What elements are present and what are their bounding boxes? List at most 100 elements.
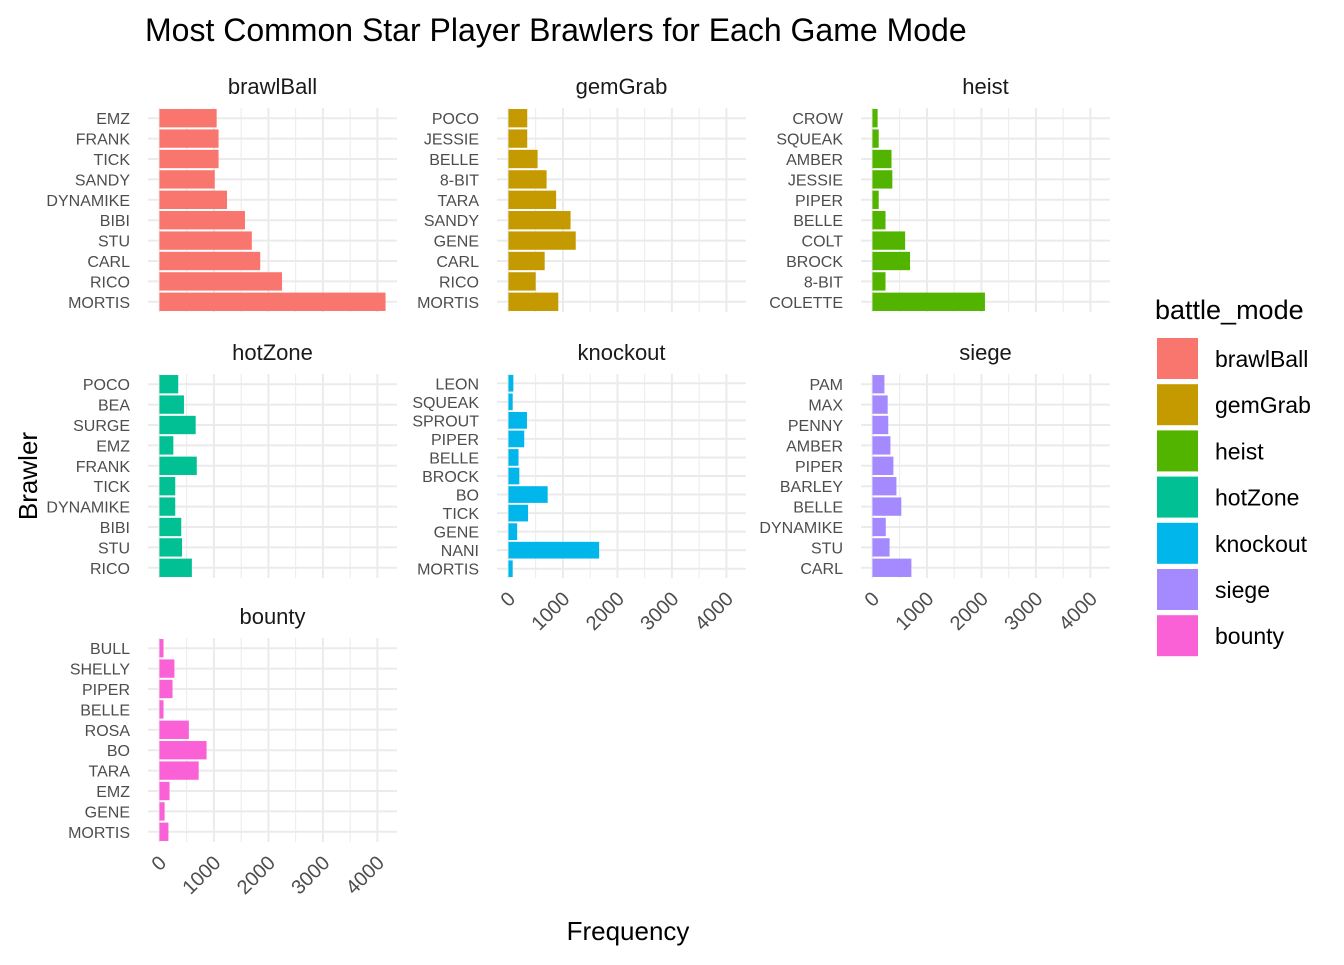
y-tick-label: STU [811,540,843,557]
y-tick-label: MORTIS [68,295,130,312]
bar-brawlBall-MORTIS [159,292,386,311]
bar-gemGrab-SANDY [508,211,571,230]
y-tick-label: RICO [90,561,130,578]
panel-siege: siege PAM MAX PENNY AMBER PIPER BARLEY BELLE DYN… [759,340,1110,635]
bar-hotZone-POCO [159,375,179,394]
y-tick-label: SANDY [424,213,479,230]
legend-key-siege [1157,569,1198,610]
x-tick-label: 0 [861,588,884,611]
legend: battle_mode brawlBall gemGrab heist hotZone… [1155,295,1311,657]
bar-gemGrab-JESSIE [508,129,528,148]
bar-siege-DYNAMIKE [872,517,886,537]
y-tick-label: SANDY [75,172,130,189]
bar-hotZone-BEA [159,395,184,414]
y-tick-label: 8-BIT [804,274,843,291]
bar-heist-8-BIT [872,272,886,291]
panel-strip-label: knockout [577,340,665,365]
bar-knockout-BO [508,486,548,503]
bar-bounty-BULL [159,639,164,658]
bar-hotZone-EMZ [159,436,174,455]
y-tick-label: LEON [435,376,479,393]
y-tick-label: BELLE [793,213,843,230]
bar-knockout-TICK [508,504,529,522]
y-tick-label: BELLE [793,500,843,517]
x-tick-label: 1000 [527,588,574,635]
x-tick-label: 0 [148,852,171,875]
y-tick-label: MORTIS [68,825,130,842]
panel-strip-label: bounty [239,604,305,629]
y-tick-label: RICO [439,274,479,291]
bar-knockout-GENE [508,523,518,540]
y-tick-label: AMBER [786,438,843,455]
bar-brawlBall-FRANK [159,129,219,148]
panel-strip-label: heist [962,74,1008,99]
x-tick-label: 4000 [1055,588,1102,635]
y-tick-label: PENNY [788,418,843,435]
bar-brawlBall-BIBI [159,211,245,230]
legend-label: hotZone [1215,485,1299,511]
legend-label: heist [1215,438,1264,464]
y-tick-label: BULL [90,641,130,658]
bar-brawlBall-STU [159,231,252,250]
y-tick-label: MORTIS [417,295,479,312]
x-tick-label: 4000 [691,588,738,635]
bar-hotZone-FRANK [159,456,197,475]
y-tick-label: TARA [438,193,480,210]
bar-knockout-BELLE [508,449,519,466]
panel-brawlBall: brawlBall EMZ FRANK TICK SANDY DYNAMIKE BIBI ST… [46,74,397,312]
y-tick-label: CROW [792,111,844,128]
bar-gemGrab-8-BIT [508,170,547,189]
bar-heist-COLT [872,231,906,250]
y-tick-label: EMZ [96,111,130,128]
bar-bounty-GENE [159,802,165,821]
bar-hotZone-RICO [159,558,192,577]
bar-siege-CARL [872,558,912,577]
facet-panels: brawlBall EMZ FRANK TICK SANDY DYNAMIKE BIBI ST… [46,74,1110,899]
bar-hotZone-DYNAMIKE [159,497,176,516]
y-tick-label: BROCK [786,254,843,271]
bar-brawlBall-DYNAMIKE [159,190,228,209]
legend-label: brawlBall [1215,346,1308,372]
y-tick-label: TICK [443,506,480,523]
bar-heist-AMBER [872,149,892,169]
bar-bounty-MORTIS [159,822,169,841]
y-tick-label: BELLE [429,152,479,169]
y-tick-label: PIPER [82,682,130,699]
y-tick-label: BIBI [100,213,130,230]
legend-key-brawlBall [1157,338,1198,379]
bar-bounty-ROSA [159,720,189,739]
y-tick-label: DYNAMIKE [46,193,130,210]
y-tick-label: GENE [434,234,479,251]
bar-brawlBall-EMZ [159,109,217,128]
y-tick-label: DYNAMIKE [759,520,843,537]
legend-label: siege [1215,577,1270,603]
y-tick-label: TICK [94,479,131,496]
bar-brawlBall-SANDY [159,170,215,189]
bar-knockout-MORTIS [508,560,513,578]
bar-heist-BROCK [872,251,911,271]
x-tick-label: 4000 [342,852,389,899]
y-tick-label: CARL [436,254,479,271]
y-tick-label: GENE [85,804,130,821]
y-tick-label: POCO [83,377,130,394]
bar-bounty-PIPER [159,679,173,699]
x-axis-label: Frequency [567,916,690,946]
y-tick-label: POCO [432,111,479,128]
bar-brawlBall-TICK [159,149,219,169]
y-tick-label: PAM [810,377,843,394]
y-tick-label: 8-BIT [440,172,479,189]
y-tick-label: STU [98,540,130,557]
bar-gemGrab-MORTIS [508,292,559,311]
bar-gemGrab-BELLE [508,149,538,169]
y-tick-label: BO [456,488,479,505]
legend-label: bounty [1215,623,1285,649]
y-tick-label: TICK [94,152,131,169]
bar-gemGrab-GENE [508,231,576,250]
y-tick-label: BELLE [80,702,130,719]
y-tick-label: FRANK [76,459,131,476]
y-tick-label: CARL [800,561,843,578]
bar-hotZone-BIBI [159,517,182,537]
y-tick-label: CARL [87,254,130,271]
